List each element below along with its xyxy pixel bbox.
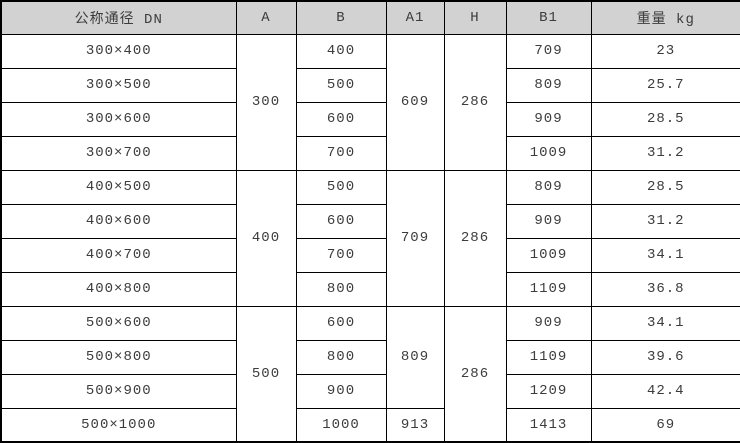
b-cell: 600 bbox=[295, 305, 387, 341]
weight-cell: 69 bbox=[590, 407, 740, 443]
weight-cell: 39.6 bbox=[590, 339, 740, 375]
weight-cell: 28.5 bbox=[590, 101, 740, 137]
b-cell: 400 bbox=[295, 33, 387, 69]
a1-cell: 809 bbox=[385, 305, 445, 409]
table-row: 300×700 700 1009 31.2 bbox=[0, 135, 740, 171]
dn-cell: 400×500 bbox=[0, 169, 237, 205]
b1-cell: 1109 bbox=[505, 339, 592, 375]
a-cell: 400 bbox=[235, 169, 297, 307]
weight-cell: 28.5 bbox=[590, 169, 740, 205]
table-row: 400×600 600 909 31.2 bbox=[0, 203, 740, 239]
weight-cell: 34.1 bbox=[590, 237, 740, 273]
dn-cell: 500×1000 bbox=[0, 407, 237, 443]
a1-cell: 709 bbox=[385, 169, 445, 307]
col-header-dn: 公称通径 DN bbox=[0, 0, 237, 35]
a-cell: 500 bbox=[235, 305, 297, 443]
col-header-b1: B1 bbox=[505, 0, 592, 35]
table-row: 400×500 400 500 709 286 809 28.5 bbox=[0, 169, 740, 307]
weight-cell: 25.7 bbox=[590, 67, 740, 103]
h-cell: 286 bbox=[443, 305, 507, 443]
a1-cell: 609 bbox=[385, 33, 445, 171]
dn-cell: 400×800 bbox=[0, 271, 237, 307]
a-cell: 300 bbox=[235, 33, 297, 171]
weight-cell: 23 bbox=[590, 33, 740, 69]
b1-cell: 1009 bbox=[505, 135, 592, 171]
weight-cell: 34.1 bbox=[590, 305, 740, 341]
header-row: 公称通径 DN A B A1 H B1 重量 kg bbox=[0, 0, 740, 35]
weight-cell: 31.2 bbox=[590, 135, 740, 171]
table-row: 500×1000 1000 913 1413 69 bbox=[0, 407, 740, 443]
dn-cell: 300×600 bbox=[0, 101, 237, 137]
h-cell: 286 bbox=[443, 33, 507, 171]
b-cell: 600 bbox=[295, 203, 387, 239]
weight-cell: 42.4 bbox=[590, 373, 740, 409]
dn-cell: 300×700 bbox=[0, 135, 237, 171]
table-row: 300×400 300 400 609 286 709 23 bbox=[0, 33, 740, 171]
table-row: 300×500 500 809 25.7 bbox=[0, 67, 740, 103]
weight-cell: 36.8 bbox=[590, 271, 740, 307]
b1-cell: 709 bbox=[505, 33, 592, 69]
col-header-b: B bbox=[295, 0, 387, 35]
dn-cell: 400×600 bbox=[0, 203, 237, 239]
col-header-a1: A1 bbox=[385, 0, 445, 35]
b1-cell: 1209 bbox=[505, 373, 592, 409]
table-row: 400×700 700 1009 34.1 bbox=[0, 237, 740, 273]
b1-cell: 1413 bbox=[505, 407, 592, 443]
b1-cell: 1109 bbox=[505, 271, 592, 307]
table-row: 500×600 500 600 809 286 909 34.1 bbox=[0, 305, 740, 443]
b1-cell: 909 bbox=[505, 101, 592, 137]
col-header-h: H bbox=[443, 0, 507, 35]
b-cell: 1000 bbox=[295, 407, 387, 443]
b-cell: 600 bbox=[295, 101, 387, 137]
col-header-weight: 重量 kg bbox=[590, 0, 740, 35]
dn-cell: 400×700 bbox=[0, 237, 237, 273]
b-cell: 800 bbox=[295, 271, 387, 307]
b1-cell: 909 bbox=[505, 203, 592, 239]
table-row: 400×800 800 1109 36.8 bbox=[0, 271, 740, 307]
b1-cell: 1009 bbox=[505, 237, 592, 273]
a1-cell: 913 bbox=[385, 407, 445, 443]
dn-cell: 300×500 bbox=[0, 67, 237, 103]
dn-cell: 500×800 bbox=[0, 339, 237, 375]
b-cell: 700 bbox=[295, 135, 387, 171]
dn-cell: 500×600 bbox=[0, 305, 237, 341]
weight-cell: 31.2 bbox=[590, 203, 740, 239]
b1-cell: 809 bbox=[505, 169, 592, 205]
dn-cell: 300×400 bbox=[0, 33, 237, 69]
b-cell: 800 bbox=[295, 339, 387, 375]
b1-cell: 809 bbox=[505, 67, 592, 103]
b1-cell: 909 bbox=[505, 305, 592, 341]
table-row: 500×900 900 1209 42.4 bbox=[0, 373, 740, 409]
b-cell: 700 bbox=[295, 237, 387, 273]
table-row: 500×800 800 1109 39.6 bbox=[0, 339, 740, 375]
b-cell: 500 bbox=[295, 67, 387, 103]
b-cell: 500 bbox=[295, 169, 387, 205]
col-header-a: A bbox=[235, 0, 297, 35]
h-cell: 286 bbox=[443, 169, 507, 307]
dn-cell: 500×900 bbox=[0, 373, 237, 409]
b-cell: 900 bbox=[295, 373, 387, 409]
table-row: 300×600 600 909 28.5 bbox=[0, 101, 740, 137]
